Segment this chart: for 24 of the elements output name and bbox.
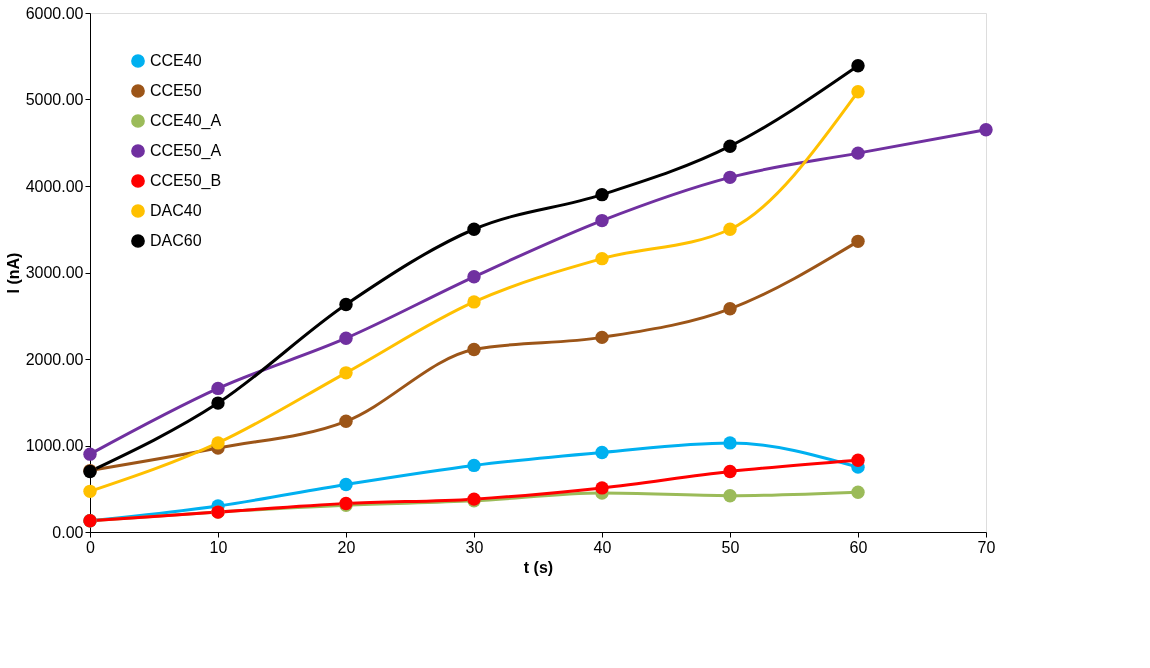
x-tick-label: 70 [977, 538, 996, 556]
legend-label: CCE50_A [150, 142, 222, 160]
x-tick-label: 20 [337, 538, 356, 556]
y-tick-label: 5000.00 [25, 91, 84, 108]
y-axis-title: I (nA) [4, 252, 22, 294]
y-tick-label: 0.00 [52, 523, 84, 541]
legend-label: DAC40 [150, 202, 202, 219]
y-tick-label: 1000.00 [25, 437, 84, 454]
legend-label: CCE40_A [150, 112, 222, 130]
x-tick-label: 30 [465, 538, 484, 556]
x-axis-title: t (s) [523, 558, 554, 576]
y-tick-label: 6000.00 [25, 4, 84, 22]
legend-label: CCE40 [150, 52, 202, 69]
x-tick-label: 10 [209, 538, 228, 556]
x-tick-label: 40 [593, 538, 612, 556]
legend-label: CCE50 [150, 82, 202, 99]
x-tick-label: 50 [721, 538, 740, 556]
legend-label: DAC60 [150, 232, 202, 249]
x-tick-label: 60 [849, 538, 868, 556]
y-tick-label: 4000.00 [25, 177, 84, 195]
y-tick-label: 3000.00 [25, 264, 84, 281]
legend-label: CCE50_B [150, 172, 222, 190]
x-tick-label: 0 [86, 538, 96, 556]
y-tick-label: 2000.00 [25, 350, 84, 368]
